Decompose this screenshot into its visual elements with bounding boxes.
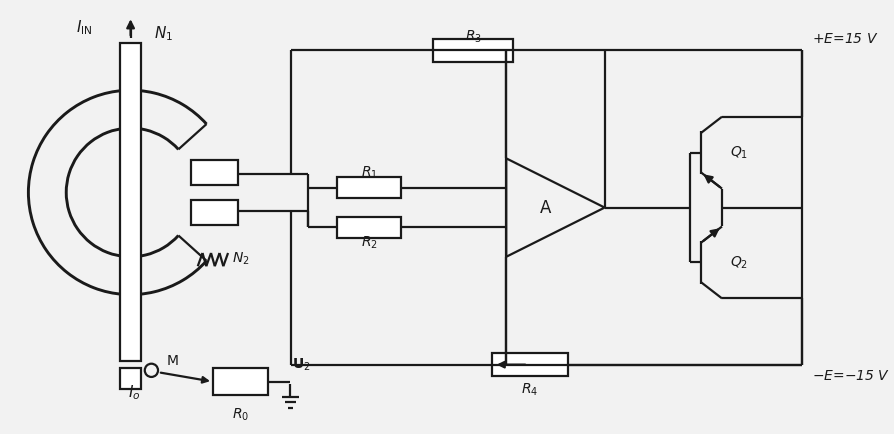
Text: A: A: [540, 199, 552, 217]
Text: $Q_1$: $Q_1$: [730, 145, 747, 161]
Bar: [191, 160, 239, 185]
Bar: [213, 368, 268, 395]
Text: $I_o$: $I_o$: [128, 384, 140, 402]
Text: +$E$=15 V: +$E$=15 V: [812, 32, 878, 46]
Bar: [120, 43, 141, 361]
Bar: [433, 39, 513, 62]
Text: $N_1$: $N_1$: [155, 24, 173, 43]
Text: $R_0$: $R_0$: [232, 406, 249, 423]
Bar: [191, 200, 239, 225]
Text: $I_{\mathrm{IN}}$: $I_{\mathrm{IN}}$: [76, 18, 92, 37]
Bar: [337, 217, 401, 238]
Text: $R_2$: $R_2$: [360, 234, 377, 250]
Bar: [337, 178, 401, 198]
Text: $R_1$: $R_1$: [360, 164, 377, 181]
Text: $R_3$: $R_3$: [465, 29, 482, 46]
Text: $Q_2$: $Q_2$: [730, 254, 747, 271]
Bar: [120, 368, 141, 389]
Text: $-E$=−15 V: $-E$=−15 V: [812, 369, 890, 383]
Bar: [492, 353, 568, 376]
Text: $\mathbf{U}_2$: $\mathbf{U}_2$: [292, 356, 311, 373]
Text: $N_2$: $N_2$: [232, 250, 249, 267]
Text: $R_4$: $R_4$: [521, 381, 538, 398]
Text: M: M: [166, 354, 179, 368]
